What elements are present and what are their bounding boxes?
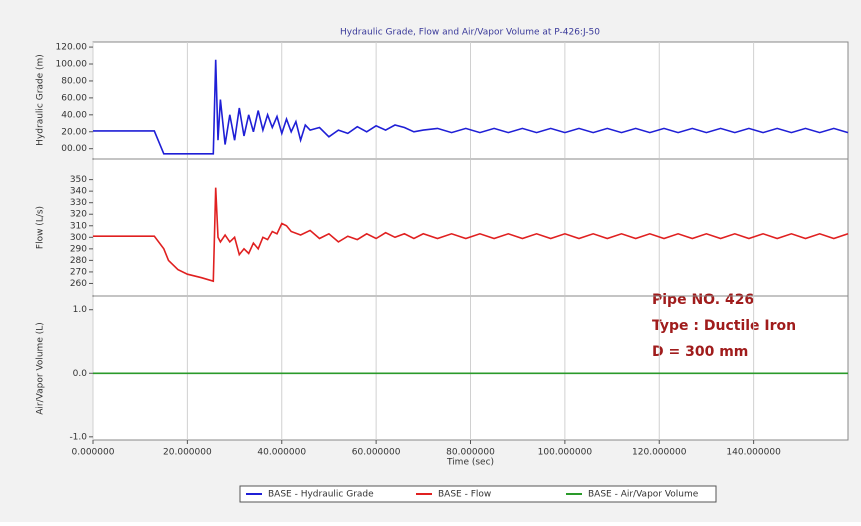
y-tick-label: 350	[70, 175, 87, 185]
y-tick-label: 330	[70, 198, 87, 208]
y-tick-label: 290	[70, 244, 87, 254]
x-tick-label: 0.000000	[72, 448, 115, 458]
legend-label: BASE - Flow	[438, 490, 491, 500]
y-tick-label: 260	[70, 279, 87, 289]
legend-label: BASE - Air/Vapor Volume	[588, 490, 699, 500]
chart-title: Hydraulic Grade, Flow and Air/Vapor Volu…	[340, 28, 600, 38]
y-tick-label: 120.00	[56, 43, 88, 53]
x-tick-label: 60.000000	[352, 448, 401, 458]
x-tick-label: 40.000000	[257, 448, 306, 458]
y-tick-label: 340	[70, 187, 87, 197]
y-tick-label: 320	[70, 210, 87, 220]
y-tick-label: 20.00	[61, 127, 87, 137]
x-axis-label: Time (sec)	[446, 458, 494, 468]
series-line	[93, 59, 849, 155]
y-tick-label: 80.00	[61, 76, 87, 86]
y-tick-label: 100.00	[56, 60, 88, 70]
legend-box	[239, 485, 717, 503]
y-tick-label: 270	[70, 267, 87, 277]
x-tick-label: 120.000000	[632, 448, 687, 458]
annotation: Pipe NO. 426	[652, 292, 754, 308]
x-tick-label: 140.000000	[726, 448, 781, 458]
y-tick-label: 40.00	[61, 110, 87, 120]
annotation: Type : Ductile Iron	[652, 318, 796, 334]
y-tick-label: -1.0	[69, 432, 87, 442]
x-tick-label: 100.000000	[538, 448, 593, 458]
annotation: D = 300 mm	[652, 344, 748, 360]
y-tick-label: 1.0	[73, 305, 88, 315]
x-tick-label: 80.000000	[446, 448, 495, 458]
y-axis-label: Air/Vapor Volume (L)	[36, 322, 46, 415]
y-axis-label: Hydraulic Grade (m)	[36, 54, 46, 146]
series-line	[93, 187, 849, 283]
y-tick-label: 0.0	[73, 369, 88, 379]
legend: BASE - Hydraulic Grade BASE - Flow BASE - …	[239, 485, 717, 503]
legend-label: BASE - Hydraulic Grade	[268, 490, 374, 500]
y-tick-label: 60.00	[61, 93, 87, 103]
y-tick-label: 280	[70, 256, 87, 266]
y-tick-label: 00.00	[61, 144, 87, 154]
x-tick-label: 20.000000	[163, 448, 212, 458]
y-axis-label: Flow (L/s)	[36, 206, 46, 249]
y-tick-label: 310	[70, 221, 87, 231]
y-tick-label: 300	[70, 233, 87, 243]
